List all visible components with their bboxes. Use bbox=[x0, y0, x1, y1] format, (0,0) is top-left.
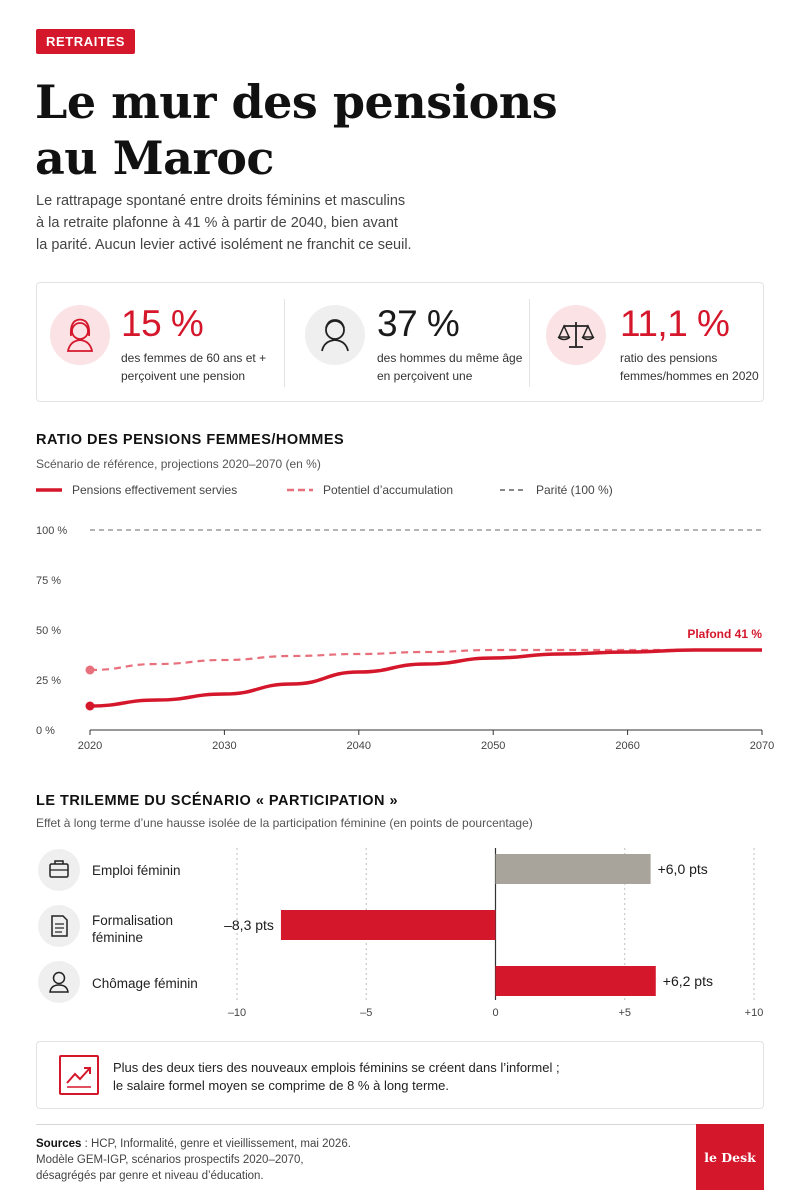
scales-icon bbox=[546, 305, 606, 365]
bar-chart-subtitle: Effet à long terme d’une hausse isolée d… bbox=[36, 816, 533, 830]
x-tick-label: +10 bbox=[745, 1007, 764, 1019]
divider bbox=[284, 299, 285, 387]
divider bbox=[36, 1124, 764, 1125]
page-title: Le mur des pensions au Maroc bbox=[35, 74, 635, 186]
man-icon bbox=[305, 305, 365, 365]
briefcase-icon bbox=[38, 849, 80, 891]
sources-text: : HCP, Informalité, genre et vieillissem… bbox=[81, 1138, 351, 1150]
legend-label: Potentiel d’accumulation bbox=[323, 483, 454, 497]
potential-line bbox=[89, 648, 762, 672]
sources-label: Sources bbox=[36, 1138, 82, 1150]
actual-start-point bbox=[85, 701, 95, 711]
x-tick-label: –5 bbox=[360, 1007, 372, 1019]
x-tick-label: –10 bbox=[228, 1007, 246, 1019]
kpi-label: des hommes du même âge en perçoivent une bbox=[377, 349, 527, 385]
x-tick-label: 2040 bbox=[347, 740, 371, 752]
lede-line: à la retraite plafonne à 41 % à partir d… bbox=[36, 215, 398, 231]
row-label: Emploi féminin bbox=[92, 863, 181, 878]
legend-label: Parité (100 %) bbox=[536, 483, 613, 497]
divider bbox=[529, 299, 530, 387]
kpi-label: des femmes de 60 ans et + perçoivent une… bbox=[121, 349, 271, 385]
kpi-label-line: des femmes de 60 ans et + bbox=[121, 351, 267, 365]
kpi-panel: 15 % des femmes de 60 ans et + perçoiven… bbox=[36, 282, 764, 402]
kpi-label-line: ratio des pensions bbox=[620, 351, 718, 365]
legend-label: Pensions effectivement servies bbox=[72, 483, 238, 497]
bar-chart-title: LE TRILEMME DU SCÉNARIO « PARTICIPATION … bbox=[36, 793, 399, 809]
kpi-value: 15 % bbox=[121, 303, 204, 344]
y-tick-label: 50 % bbox=[36, 625, 61, 637]
kpi-label-line: femmes/hommes en 2020 bbox=[620, 369, 759, 383]
person-icon bbox=[38, 961, 80, 1003]
document-icon bbox=[38, 905, 80, 947]
bar bbox=[495, 854, 651, 884]
bar bbox=[280, 910, 496, 940]
lede-line: la parité. Aucun levier activé isolément… bbox=[36, 237, 412, 253]
y-tick-label: 25 % bbox=[36, 675, 61, 687]
x-tick-label: 0 bbox=[492, 1007, 498, 1019]
note-panel: Plus des deux tiers des nouveaux emplois… bbox=[36, 1041, 764, 1109]
kpi-value: 11,1 % bbox=[620, 303, 730, 344]
legend-swatch-dashed bbox=[287, 488, 313, 492]
x-tick-label: 2070 bbox=[750, 740, 774, 752]
section-tag: RETRAITES bbox=[36, 29, 136, 54]
sources-line: Sources : HCP, Informalité, genre et vie… bbox=[36, 1136, 476, 1152]
line-chart-title: RATIO DES PENSIONS FEMMES/HOMMES bbox=[36, 432, 345, 448]
x-tick-label: 2060 bbox=[615, 740, 639, 752]
lede-line: Le rattrapage spontané entre droits fémi… bbox=[36, 193, 406, 209]
kpi-value: 37 % bbox=[377, 303, 460, 344]
line-chart: 0 % 25 % 50 % 75 % 100 % 2020 2030 2040 2050 2060… bbox=[36, 525, 774, 752]
legend-swatch-solid bbox=[36, 488, 62, 492]
potential-start-point bbox=[85, 665, 95, 675]
x-tick-label: 2020 bbox=[78, 740, 102, 752]
sources-line: désagrégés par genre et niveau d’éducati… bbox=[36, 1170, 264, 1182]
sources: Sources : HCP, Informalité, genre et vie… bbox=[36, 1136, 476, 1184]
trend-up-icon bbox=[59, 1055, 99, 1095]
legend-solid: Pensions effectivement servies bbox=[36, 483, 237, 497]
sources-line: Modèle GEM-IGP, scénarios prospectifs 20… bbox=[36, 1154, 304, 1166]
legend-swatch-parity bbox=[500, 489, 526, 491]
kpi-label-line: perçoivent une pension bbox=[121, 369, 246, 383]
kpi-label-line: en perçoivent une bbox=[377, 369, 473, 383]
line-chart-subtitle: Scénario de référence, projections 2020–… bbox=[36, 457, 321, 471]
ceiling-annotation: Plafond 41 % bbox=[687, 627, 762, 641]
kpi-label-line: des hommes du même âge bbox=[377, 351, 523, 365]
note-text: Plus des deux tiers des nouveaux emplois… bbox=[113, 1059, 673, 1095]
legend-parity: Parité (100 %) bbox=[500, 483, 613, 497]
legend-dashed: Potentiel d’accumulation bbox=[287, 483, 453, 497]
x-tick-label: +5 bbox=[618, 1007, 631, 1019]
bar-value-label: –8,3 pts bbox=[224, 917, 274, 933]
note-line: le salaire formel moyen se comprime de 8… bbox=[113, 1078, 449, 1093]
y-tick-label: 100 % bbox=[36, 525, 67, 537]
note-line: Plus des deux tiers des nouveaux emplois… bbox=[113, 1060, 560, 1075]
bar-chart: –10 –5 0 +5 +10 +6,0 pts –8,3 pts +6,2 pts bbox=[224, 848, 764, 1019]
row-label: Chômage féminin bbox=[92, 976, 198, 991]
bar-value-label: +6,2 pts bbox=[663, 973, 713, 989]
x-tick-label: 2050 bbox=[481, 740, 505, 752]
x-tick-label: 2030 bbox=[212, 740, 236, 752]
publisher-logo: le Desk bbox=[696, 1124, 764, 1190]
woman-icon bbox=[50, 305, 110, 365]
bar-value-label: +6,0 pts bbox=[658, 861, 708, 877]
actual-line bbox=[89, 648, 762, 708]
row-label: Formalisation féminine bbox=[92, 913, 174, 945]
lede: Le rattrapage spontané entre droits fémi… bbox=[36, 190, 456, 256]
y-tick-label: 75 % bbox=[36, 575, 61, 587]
title-line-1: Le mur des pensions bbox=[35, 75, 558, 129]
title-line-2: au Maroc bbox=[35, 131, 274, 185]
y-tick-label: 0 % bbox=[36, 725, 55, 737]
bar bbox=[495, 966, 656, 996]
kpi-label: ratio des pensions femmes/hommes en 2020 bbox=[620, 349, 770, 385]
